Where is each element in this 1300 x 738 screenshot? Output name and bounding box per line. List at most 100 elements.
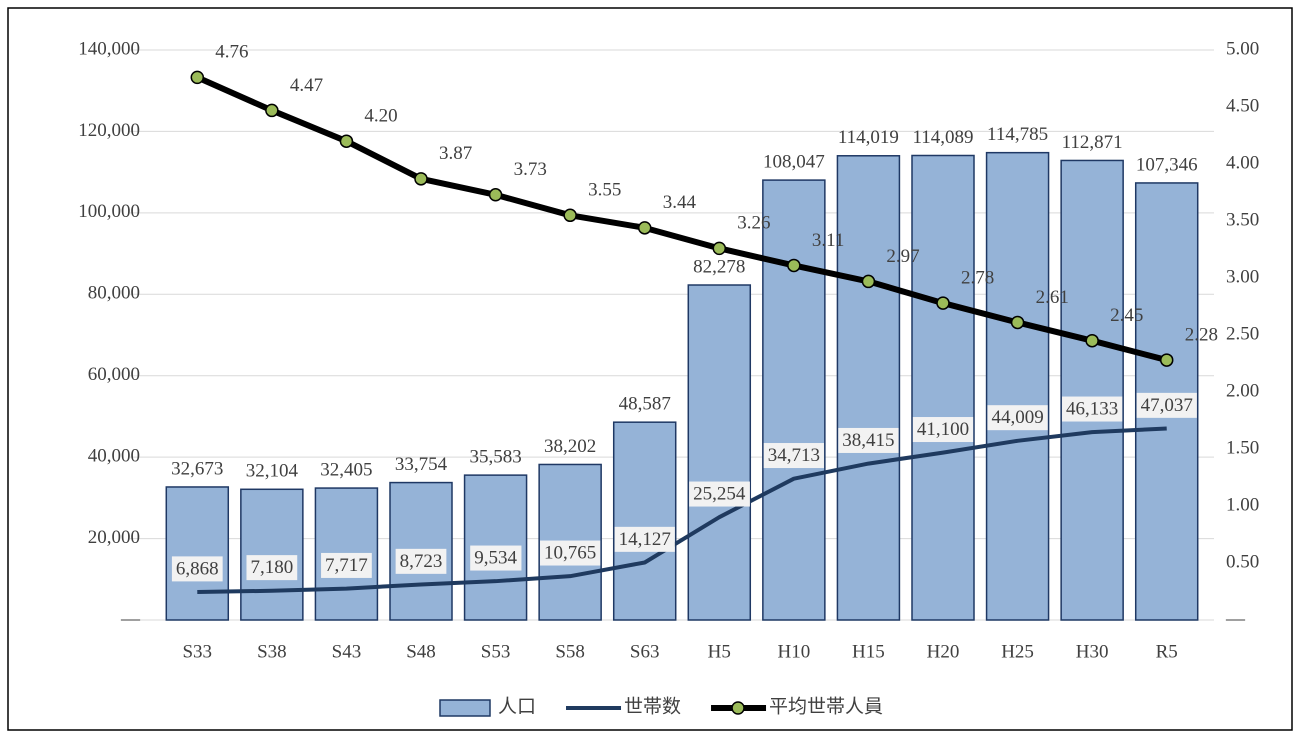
- data-label: 32,104: [246, 461, 299, 482]
- data-label: 3.26: [737, 213, 770, 234]
- label-box: [912, 417, 974, 443]
- legend-marker: [731, 701, 745, 715]
- data-label: 9,534: [474, 548, 517, 569]
- y2-tick-label: 3.00: [1226, 266, 1259, 287]
- y-tick-label: 140,000: [78, 38, 140, 59]
- label-box: [987, 405, 1048, 431]
- marker: [1159, 353, 1174, 367]
- y-tick-label: —: [120, 608, 141, 629]
- data-label: 2.78: [961, 267, 994, 288]
- y2-tick-label: 5.00: [1226, 38, 1259, 59]
- bar: [687, 284, 752, 621]
- y2-tick-label: 4.50: [1226, 95, 1259, 116]
- data-label: 4.76: [215, 42, 248, 63]
- x-tick-label: R5: [1156, 641, 1178, 662]
- data-label: 46,133: [1066, 399, 1118, 420]
- legend-label: 世帯数: [624, 695, 681, 717]
- data-label: 7,717: [325, 555, 368, 576]
- label-box: [614, 526, 675, 552]
- label-box: [540, 540, 601, 566]
- data-label: 38,415: [842, 430, 894, 451]
- y-tick-label: 100,000: [78, 201, 140, 222]
- label-box: [246, 555, 298, 581]
- data-label: 114,785: [987, 124, 1048, 145]
- data-label: 14,127: [619, 529, 671, 550]
- marker: [488, 188, 503, 202]
- label-box: [395, 548, 447, 574]
- x-tick-label: S48: [406, 641, 436, 662]
- data-label: 33,754: [395, 454, 448, 475]
- legend-label: 平均世帯人員: [769, 695, 883, 717]
- y2-tick-label: 3.50: [1226, 209, 1259, 230]
- data-label: 4.20: [364, 106, 397, 127]
- data-label: 3.44: [663, 192, 697, 213]
- data-label: 107,346: [1136, 154, 1198, 175]
- data-label: 34,713: [768, 445, 820, 466]
- label-box: [689, 481, 750, 507]
- data-label: 112,871: [1062, 132, 1123, 153]
- y-tick-label: 40,000: [88, 446, 140, 467]
- data-label: 108,047: [763, 151, 825, 172]
- label-box: [838, 427, 899, 453]
- data-label: 3.55: [588, 180, 621, 201]
- bar: [836, 155, 901, 621]
- y2-tick-label: 4.00: [1226, 152, 1259, 173]
- data-label: 25,254: [693, 484, 746, 505]
- data-label: 8,723: [400, 551, 443, 572]
- x-tick-label: H25: [1001, 641, 1034, 662]
- y2-tick-label: 0.50: [1226, 551, 1259, 572]
- data-label: 38,202: [544, 436, 596, 457]
- x-tick-label: H30: [1076, 641, 1109, 662]
- x-tick-label: S53: [481, 641, 511, 662]
- y2-tick-label: —: [1225, 608, 1246, 629]
- x-tick-label: H15: [852, 641, 885, 662]
- data-label: 44,009: [991, 407, 1043, 428]
- marker: [1010, 315, 1025, 330]
- data-label: 2.45: [1110, 305, 1143, 326]
- y-tick-label: 80,000: [88, 283, 140, 304]
- bar: [1060, 159, 1124, 621]
- data-label: 35,583: [469, 446, 521, 467]
- data-label: 114,019: [838, 127, 899, 148]
- data-label: 10,765: [544, 543, 596, 564]
- label-box: [321, 552, 372, 578]
- x-tick-label: S33: [182, 641, 212, 662]
- x-tick-label: S38: [257, 641, 287, 662]
- y2-tick-label: 2.00: [1226, 380, 1259, 401]
- bar: [612, 421, 677, 621]
- x-tick-label: S63: [630, 641, 660, 662]
- label-box: [1136, 392, 1197, 418]
- marker: [861, 274, 876, 289]
- label-box: [171, 556, 223, 582]
- data-label: 6,868: [176, 558, 219, 579]
- data-label: 3.73: [514, 159, 547, 180]
- bar: [985, 151, 1050, 621]
- y2-tick-label: 2.50: [1226, 323, 1259, 344]
- bar: [911, 154, 975, 621]
- bar: [240, 488, 304, 621]
- data-label: 48,587: [619, 394, 671, 415]
- data-label: 2.28: [1185, 324, 1218, 345]
- marker: [787, 258, 801, 273]
- bar: [165, 486, 230, 621]
- data-label: 41,100: [917, 419, 969, 440]
- y-tick-label: 20,000: [88, 527, 140, 548]
- x-tick-label: S58: [555, 641, 585, 662]
- y-tick-label: 120,000: [78, 120, 140, 141]
- marker: [1085, 333, 1099, 348]
- marker: [936, 296, 950, 310]
- marker: [265, 103, 279, 118]
- data-label: 7,180: [250, 557, 293, 578]
- label-box: [470, 545, 522, 571]
- data-label: 3.87: [439, 143, 472, 164]
- y2-tick-label: 1.00: [1226, 494, 1259, 515]
- data-label: 32,673: [171, 458, 223, 479]
- marker: [339, 134, 354, 148]
- x-tick-label: H10: [777, 641, 810, 662]
- legend-label: 人口: [498, 695, 536, 717]
- marker: [712, 241, 727, 256]
- legend-swatch: [439, 699, 491, 717]
- x-tick-label: H20: [927, 641, 960, 662]
- line: [196, 74, 1168, 363]
